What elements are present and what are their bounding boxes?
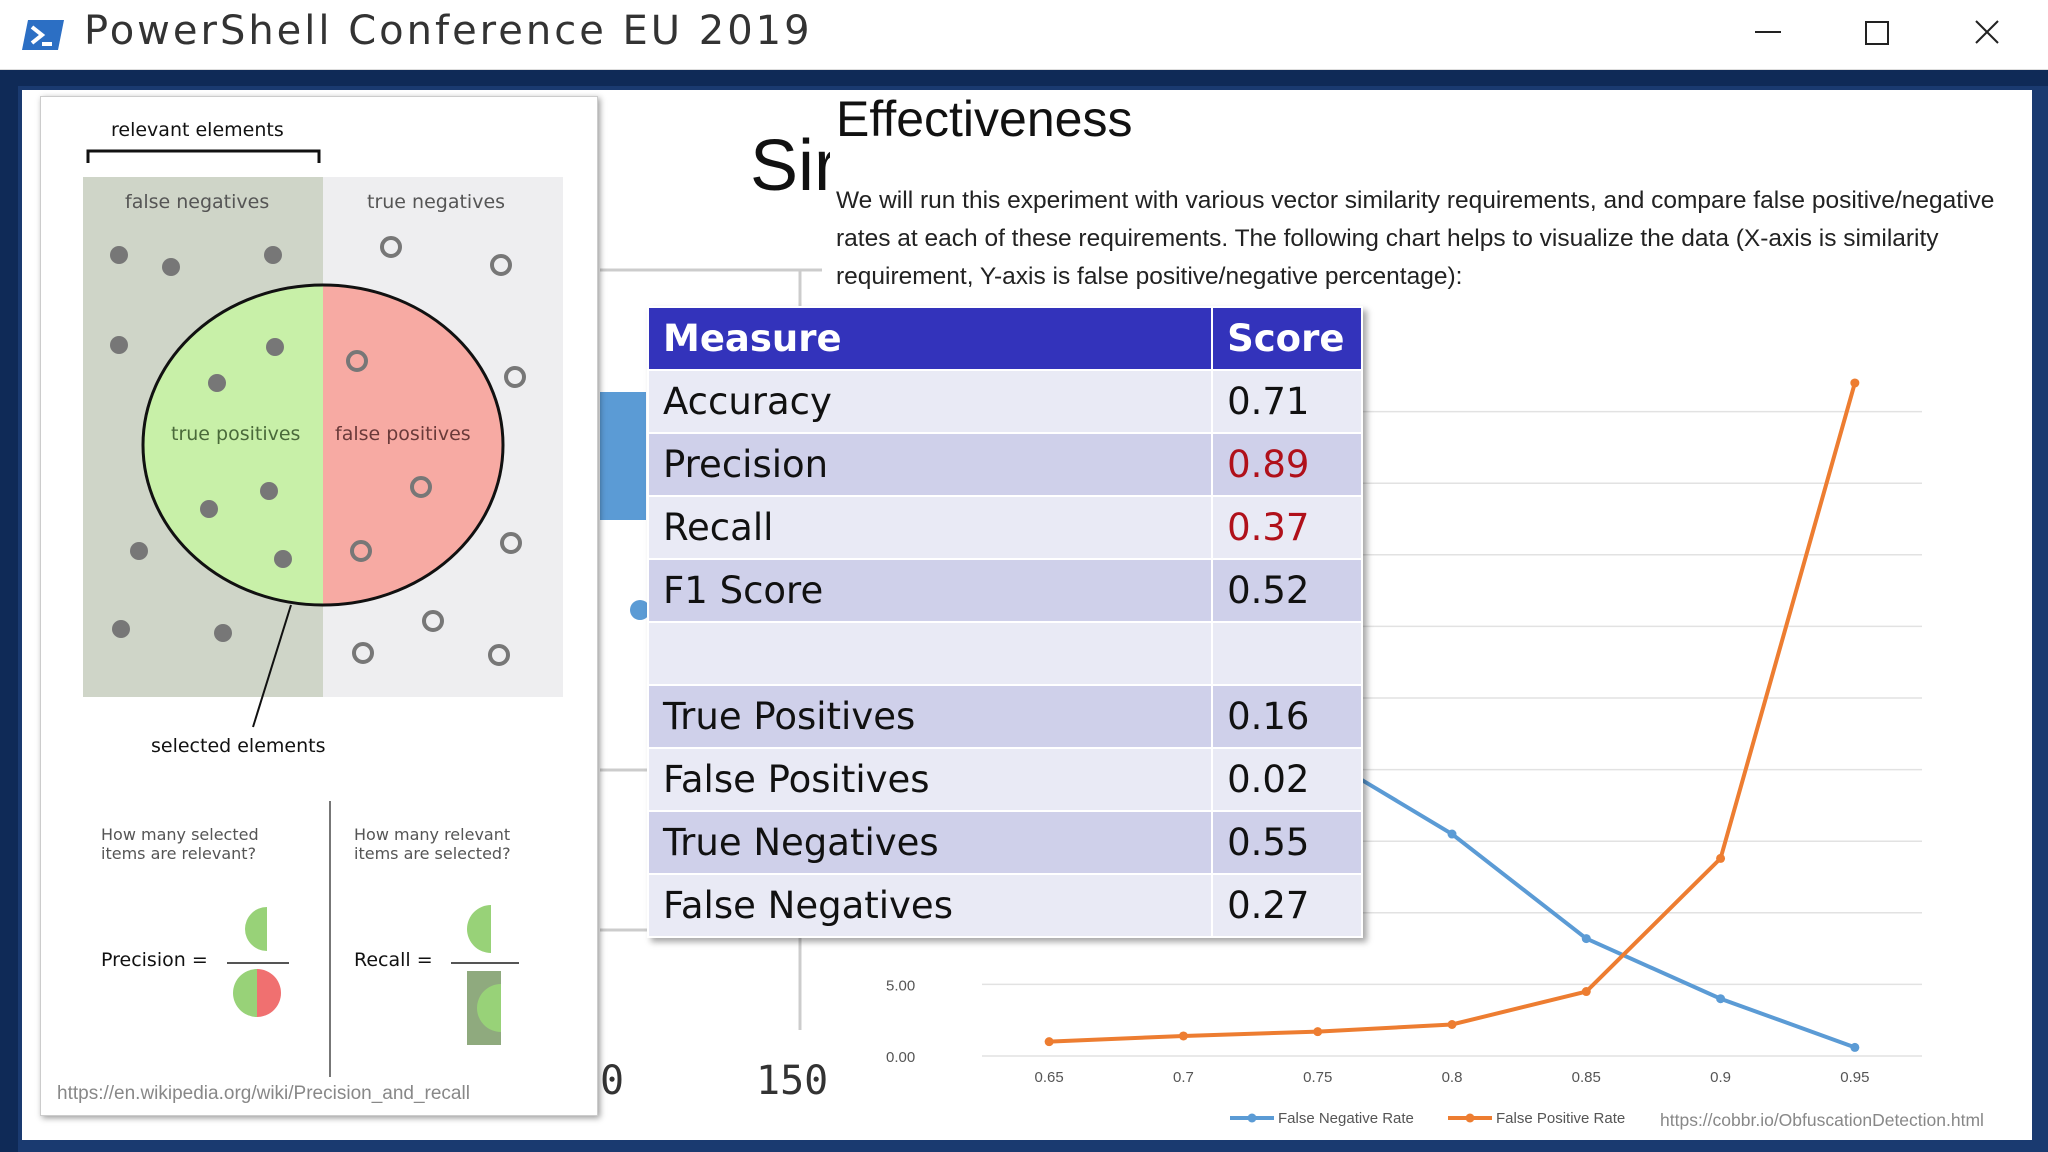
powershell-icon bbox=[22, 20, 64, 50]
window-title: PowerShell Conference EU 2019 bbox=[84, 8, 813, 54]
non-relevant-dots bbox=[346, 236, 526, 666]
precision-denominator-red-icon bbox=[257, 969, 281, 1017]
data-point bbox=[1850, 1042, 1860, 1052]
precision-question: How many selected items are relevant? bbox=[101, 825, 259, 863]
table-row bbox=[646, 621, 1363, 686]
score-cell: 0.16 bbox=[1211, 684, 1363, 749]
x-tick-label: 0.65 bbox=[1035, 1069, 1064, 1086]
metrics-table: Measure Score Accuracy 0.71 Precision 0.89 R… bbox=[646, 306, 1363, 938]
measure-cell: Recall bbox=[646, 495, 1214, 560]
minimize-icon[interactable] bbox=[1738, 12, 1798, 58]
legend-marker bbox=[1247, 1113, 1257, 1123]
cobbr-url: https://cobbr.io/ObfuscationDetection.ht… bbox=[1660, 1110, 1984, 1130]
score-cell: 0.37 bbox=[1211, 495, 1363, 560]
y-tick-label: 5.00 bbox=[886, 977, 915, 994]
table-row: Accuracy 0.71 bbox=[646, 369, 1363, 434]
data-point bbox=[1716, 853, 1726, 863]
selected-elements-label: selected elements bbox=[151, 735, 326, 757]
true-positives-half bbox=[143, 285, 323, 605]
effectiveness-title: Effectiveness bbox=[836, 91, 1133, 147]
data-point bbox=[1178, 1031, 1188, 1041]
wikipedia-url: https://en.wikipedia.org/wiki/Precision_… bbox=[57, 1083, 470, 1104]
score-cell: 0.27 bbox=[1211, 873, 1363, 938]
table-row: Precision 0.89 bbox=[646, 432, 1363, 497]
precision-recall-diagram-panel: relevant elements false negatives true n… bbox=[40, 96, 598, 1116]
score-cell: 0.89 bbox=[1211, 432, 1363, 497]
table-row: False Positives 0.02 bbox=[646, 747, 1363, 812]
score-cell: 0.02 bbox=[1211, 747, 1363, 812]
data-point bbox=[1581, 934, 1591, 944]
recall-numerator-icon bbox=[467, 905, 491, 953]
table-row: True Negatives 0.55 bbox=[646, 810, 1363, 875]
x-tick-label: 0.9 bbox=[1710, 1069, 1731, 1086]
data-point bbox=[1581, 987, 1591, 997]
false-positives-label: false positives bbox=[335, 423, 471, 445]
y-tick-label: 0.00 bbox=[886, 1049, 915, 1066]
measure-cell: Accuracy bbox=[646, 369, 1214, 434]
data-point bbox=[1447, 829, 1457, 839]
x-tick-label: 0.75 bbox=[1303, 1069, 1332, 1086]
precision-formula-label: Precision = bbox=[101, 949, 208, 971]
maximize-icon[interactable] bbox=[1848, 12, 1908, 58]
legend-label: False Negative Rate bbox=[1278, 1110, 1414, 1127]
x-tick-label: 0.7 bbox=[1173, 1069, 1194, 1086]
precision-denominator-green-icon bbox=[233, 969, 257, 1017]
measure-cell: True Negatives bbox=[646, 810, 1214, 875]
score-cell: 0.52 bbox=[1211, 558, 1363, 623]
measure-cell: F1 Score bbox=[646, 558, 1214, 623]
title-bar: PowerShell Conference EU 2019 bbox=[0, 0, 2048, 70]
x-tick-label: 0.85 bbox=[1572, 1069, 1601, 1086]
data-point bbox=[1716, 994, 1726, 1004]
measure-cell: False Positives bbox=[646, 747, 1214, 812]
score-header: Score bbox=[1211, 306, 1363, 371]
table-row: F1 Score 0.52 bbox=[646, 558, 1363, 623]
x-tick-label: 0.95 bbox=[1840, 1069, 1869, 1086]
false-positives-half bbox=[323, 285, 503, 605]
series-line-false-negative-rate bbox=[1360, 778, 1856, 1050]
score-cell bbox=[1211, 621, 1363, 686]
slide-title: Sir bbox=[750, 126, 838, 206]
measure-cell: Precision bbox=[646, 432, 1214, 497]
table-row: True Positives 0.16 bbox=[646, 684, 1363, 749]
score-cell: 0.71 bbox=[1211, 369, 1363, 434]
effectiveness-description: We will run this experiment with various… bbox=[836, 187, 1995, 290]
recall-question: How many relevant items are selected? bbox=[354, 825, 511, 863]
relevant-bracket bbox=[86, 149, 321, 163]
data-point bbox=[1313, 1027, 1323, 1037]
legend-marker bbox=[1465, 1113, 1475, 1123]
true-positives-label: true positives bbox=[171, 423, 301, 445]
score-cell: 0.55 bbox=[1211, 810, 1363, 875]
measure-cell: True Positives bbox=[646, 684, 1214, 749]
data-point bbox=[1850, 378, 1860, 388]
table-row: False Negatives 0.27 bbox=[646, 873, 1363, 938]
measure-cell: False Negatives bbox=[646, 873, 1214, 938]
recall-formula-label: Recall = bbox=[354, 949, 433, 971]
relevant-dots bbox=[110, 246, 292, 642]
x-tick-label: 0.8 bbox=[1442, 1069, 1463, 1086]
data-point bbox=[1044, 1037, 1054, 1047]
legend-label: False Positive Rate bbox=[1496, 1110, 1625, 1127]
false-rate-line-chart: 0.00 5.00 0.65 0.7 0.75 0.8 0.85 0.9 0.95 False N… bbox=[886, 378, 1922, 1127]
precision-numerator-icon bbox=[245, 907, 267, 951]
false-negatives-label: false negatives bbox=[125, 191, 270, 213]
axis-fragment-0: 0 bbox=[600, 1058, 625, 1104]
data-point bbox=[1447, 1019, 1457, 1029]
measure-header: Measure bbox=[646, 306, 1214, 371]
measure-cell bbox=[646, 621, 1214, 686]
table-row: Recall 0.37 bbox=[646, 495, 1363, 560]
true-negatives-label: true negatives bbox=[367, 191, 506, 213]
close-icon[interactable] bbox=[1958, 12, 2018, 58]
relevant-elements-label: relevant elements bbox=[111, 119, 284, 141]
table-header-row: Measure Score bbox=[646, 306, 1363, 371]
